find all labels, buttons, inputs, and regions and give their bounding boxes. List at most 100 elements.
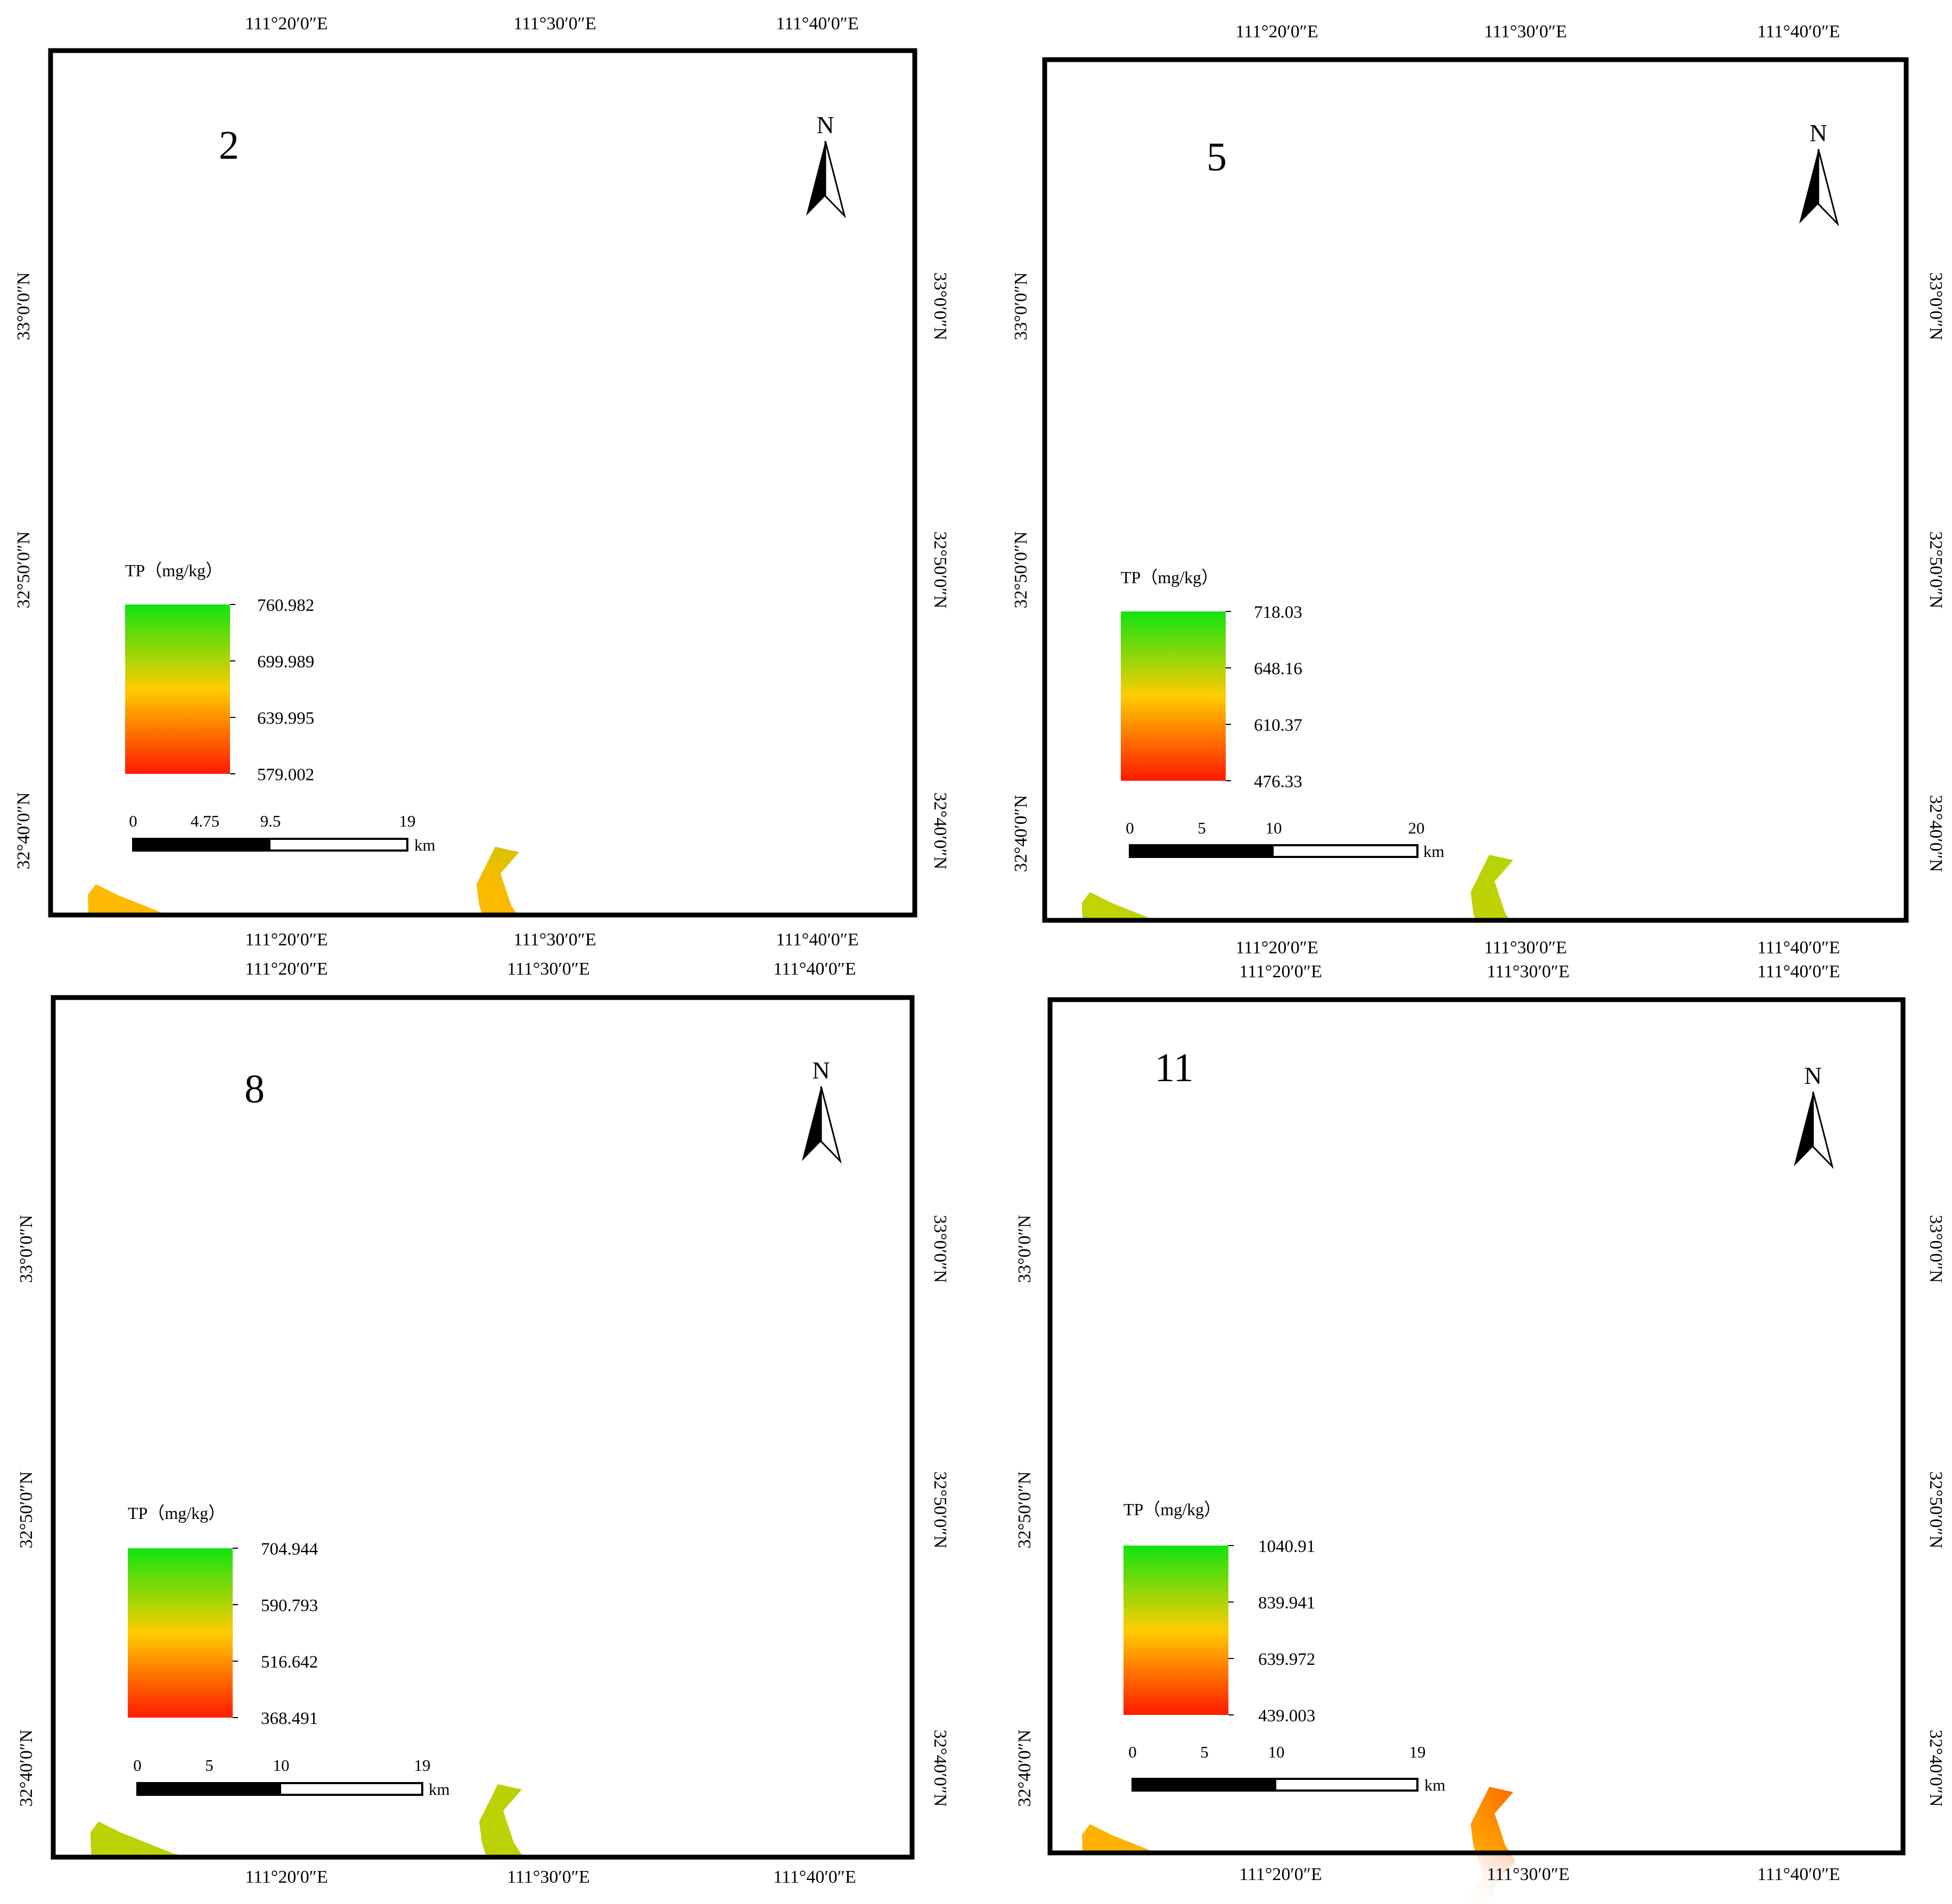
scale-tick-label: 5 (205, 1756, 214, 1775)
map-panel-2: 111°20′0″E 111°30′0″E 111°40′0″E 111°20′0″E… (0, 14, 950, 950)
panel-number: 11 (1154, 1045, 1193, 1090)
left-latitude-label: 32°40′0″N (1015, 1730, 1035, 1807)
bottom-longitude-label: 111°20′0″E (1235, 938, 1318, 958)
left-latitude-label: 32°50′0″N (1015, 1472, 1035, 1549)
left-latitude-label: 32°40′0″N (14, 792, 34, 870)
scale-bar-filled (133, 839, 270, 851)
scale-bar-filled (1130, 845, 1274, 857)
tp-surface (91, 1164, 833, 1857)
legend-value: 590.793 (261, 1596, 318, 1615)
tp-sample-point (603, 847, 764, 909)
tp-sample-point (507, 479, 667, 639)
panel-number: 2 (219, 123, 239, 168)
bottom-longitude-label: 111°20′0″E (1239, 1865, 1322, 1884)
bottom-longitude-label: 111°30′0″E (1487, 1865, 1569, 1884)
top-longitude-label: 111°20′0″E (245, 14, 327, 34)
north-label: N (1809, 119, 1827, 146)
north-label: N (816, 111, 834, 138)
scale-unit: km (414, 836, 436, 854)
legend-value: 1040.91 (1258, 1537, 1315, 1556)
north-arrow-icon-right (1812, 1091, 1834, 1170)
bottom-longitude-label: 111°40′0″E (1757, 1865, 1840, 1884)
bottom-longitude-label: 111°40′0″E (1757, 938, 1840, 958)
legend-value: 699.989 (257, 652, 314, 672)
scale-tick-label: 0 (133, 1756, 142, 1775)
scale-tick-label: 19 (1409, 1743, 1426, 1761)
tp-sample-point (1421, 1594, 1580, 1753)
left-latitude-label: 32°50′0″N (14, 532, 34, 609)
tp-surface (1082, 234, 1825, 920)
tp-sample-point (1373, 1214, 1532, 1374)
legend-value: 610.37 (1254, 716, 1302, 735)
legend-value: 516.642 (261, 1653, 318, 1672)
tp-sample-point (0, 163, 71, 323)
north-arrow-icon (1799, 149, 1818, 224)
right-latitude-label: 32°50′0″N (1926, 1472, 1946, 1549)
tp-sample-point (1501, 487, 1661, 647)
legend-value: 476.33 (1254, 772, 1302, 791)
tp-sample-point (1662, 661, 1822, 821)
legend-value: 648.16 (1254, 659, 1302, 679)
left-latitude-label: 33°0′0″N (17, 1215, 36, 1283)
top-longitude-label: 111°40′0″E (1757, 962, 1840, 982)
panel-number: 8 (244, 1067, 265, 1112)
bottom-longitude-label: 111°40′0″E (773, 1867, 856, 1887)
legend-value: 639.995 (257, 709, 314, 728)
tp-surface (1082, 1072, 1871, 1853)
tp-surface-base (1082, 855, 1825, 920)
legend-value: 760.982 (257, 596, 314, 615)
legend-colorbar (125, 604, 230, 774)
right-latitude-label: 32°40′0″N (930, 792, 950, 870)
tp-sample-point (362, 258, 522, 418)
bottom-longitude-label: 111°20′0″E (245, 1867, 327, 1887)
tp-sample-point (429, 1607, 589, 1767)
tp-sample-point (717, 622, 876, 782)
scale-tick-label: 19 (399, 812, 416, 830)
right-latitude-label: 33°0′0″N (1926, 1215, 1946, 1283)
legend-title: TP（mg/kg） (125, 561, 223, 580)
tp-surface-base (88, 847, 831, 915)
top-longitude-label: 111°20′0″E (1239, 962, 1322, 982)
legend-title: TP（mg/kg） (1123, 1500, 1221, 1519)
tp-sample-point (1711, 1609, 1871, 1769)
north-arrow-icon-right (824, 141, 846, 219)
left-latitude-label: 33°0′0″N (14, 272, 34, 340)
tp-sample-point (732, 847, 831, 893)
tp-sample-point (510, 1417, 669, 1576)
scale-tick-label: 9.5 (260, 812, 281, 830)
right-latitude-label: 32°50′0″N (1926, 532, 1946, 609)
tp-sample-point (526, 1527, 686, 1687)
top-longitude-label: 111°30′0″E (513, 14, 596, 34)
right-latitude-label: 33°0′0″N (1926, 272, 1946, 340)
right-latitude-label: 32°50′0″N (930, 1472, 950, 1549)
tp-sample-point (1421, 1072, 1580, 1231)
tp-surface-base (91, 1784, 833, 1857)
scale-tick-label: 0 (1128, 1743, 1137, 1761)
tp-sample-point (655, 1527, 815, 1687)
scale-unit: km (1424, 1776, 1446, 1794)
top-longitude-label: 111°30′0″E (1487, 962, 1569, 982)
bottom-longitude-label: 111°20′0″E (245, 930, 327, 950)
scale-tick-label: 0 (129, 812, 137, 830)
tp-surface-blobs (204, 1164, 833, 1846)
scale-tick-label: 20 (1408, 819, 1425, 837)
scale-tick-label: 10 (1266, 819, 1282, 837)
left-latitude-label: 33°0′0″N (1015, 1215, 1035, 1283)
scale-tick-label: 10 (273, 1756, 290, 1775)
tp-sample-point (397, 1243, 557, 1403)
right-latitude-label: 32°40′0″N (1926, 795, 1946, 872)
tp-surface-blobs (1195, 234, 1825, 901)
tp-sample-point (1195, 234, 1355, 394)
top-longitude-label: 111°40′0″E (773, 959, 856, 979)
left-latitude-label: 32°40′0″N (1011, 795, 1031, 872)
right-latitude-label: 32°40′0″N (930, 1730, 950, 1807)
legend-colorbar (1123, 1546, 1228, 1715)
map-frame (1047, 997, 1906, 1856)
scale-tick-label: 4.75 (191, 812, 219, 830)
panel-number: 5 (1207, 135, 1227, 179)
legend-value: 839.941 (1258, 1594, 1315, 1613)
top-longitude-label: 111°30′0″E (1484, 22, 1566, 42)
tp-sample-point (204, 1164, 364, 1323)
legend-value: 439.003 (1258, 1706, 1315, 1726)
